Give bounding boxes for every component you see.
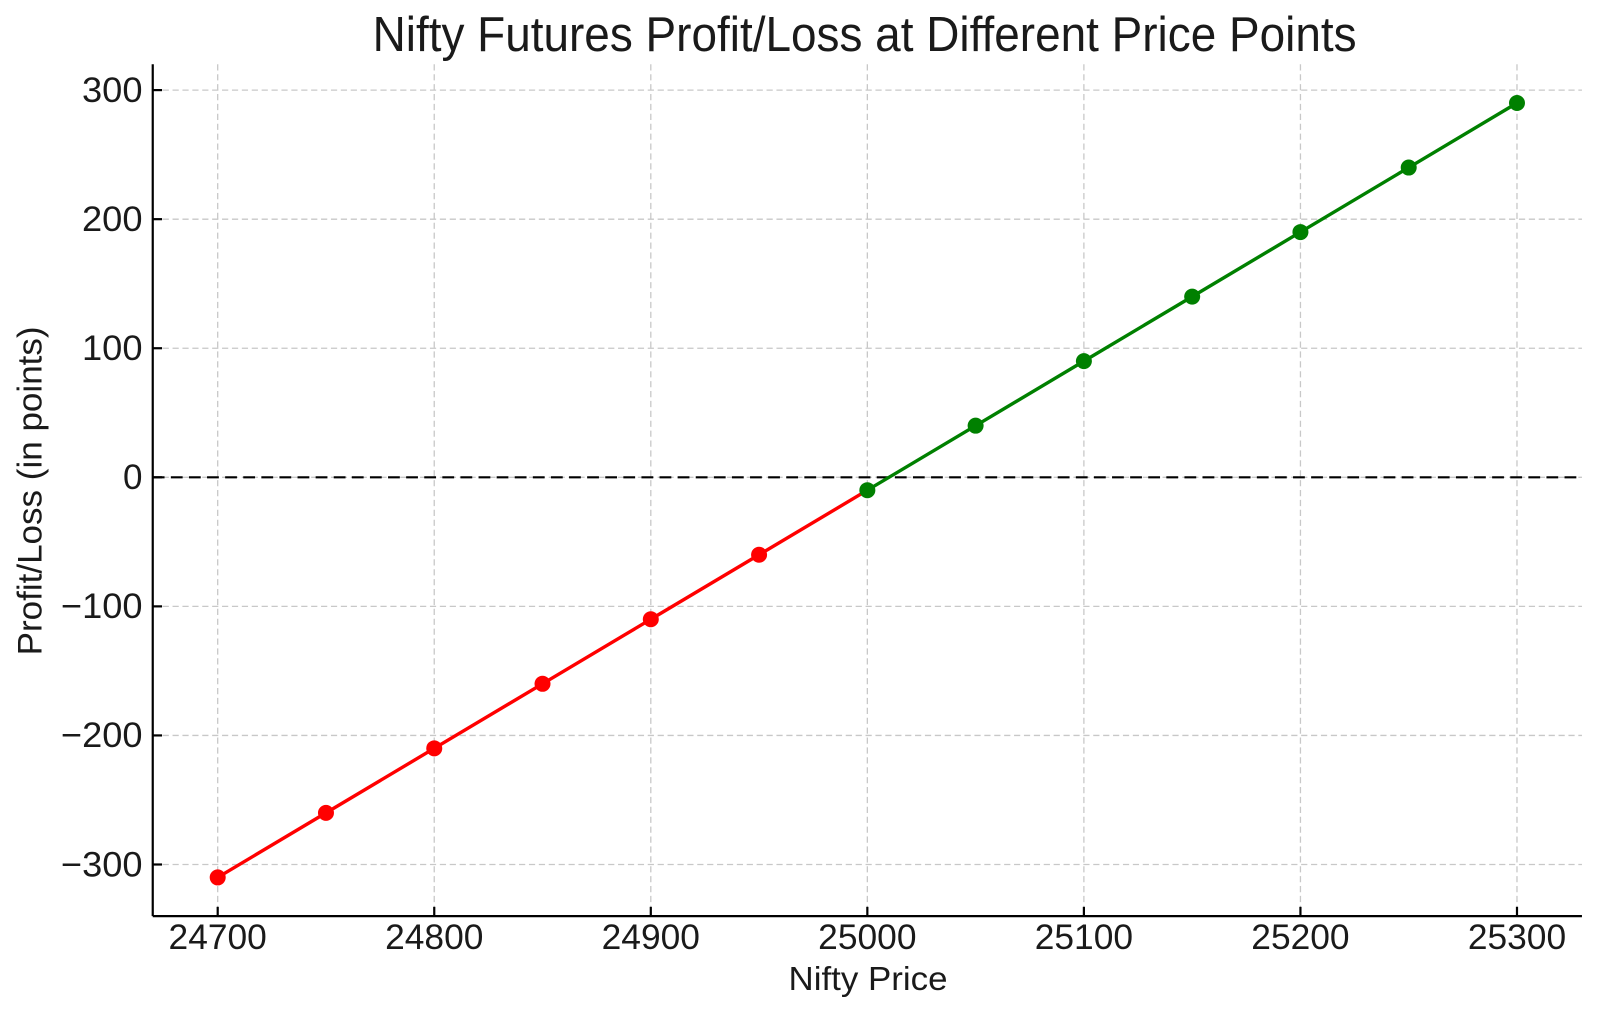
svg-text:24900: 24900 [602,918,700,957]
svg-text:25200: 25200 [1251,918,1349,957]
svg-text:Nifty Futures Profit/Loss at D: Nifty Futures Profit/Loss at Different P… [373,7,1357,62]
svg-text:100: 100 [82,329,143,368]
svg-text:Profit/Loss (in points): Profit/Loss (in points) [12,326,50,655]
svg-text:25300: 25300 [1468,918,1566,957]
svg-text:−300: −300 [61,845,143,884]
svg-text:24800: 24800 [385,918,483,957]
svg-text:24700: 24700 [169,918,267,957]
svg-text:−200: −200 [61,716,143,755]
svg-text:0: 0 [123,458,142,497]
svg-text:200: 200 [82,200,143,239]
svg-text:25100: 25100 [1035,918,1133,957]
svg-text:−100: −100 [61,587,143,626]
svg-text:25000: 25000 [818,918,916,957]
svg-text:300: 300 [82,71,143,110]
svg-text:Nifty Price: Nifty Price [789,960,948,997]
